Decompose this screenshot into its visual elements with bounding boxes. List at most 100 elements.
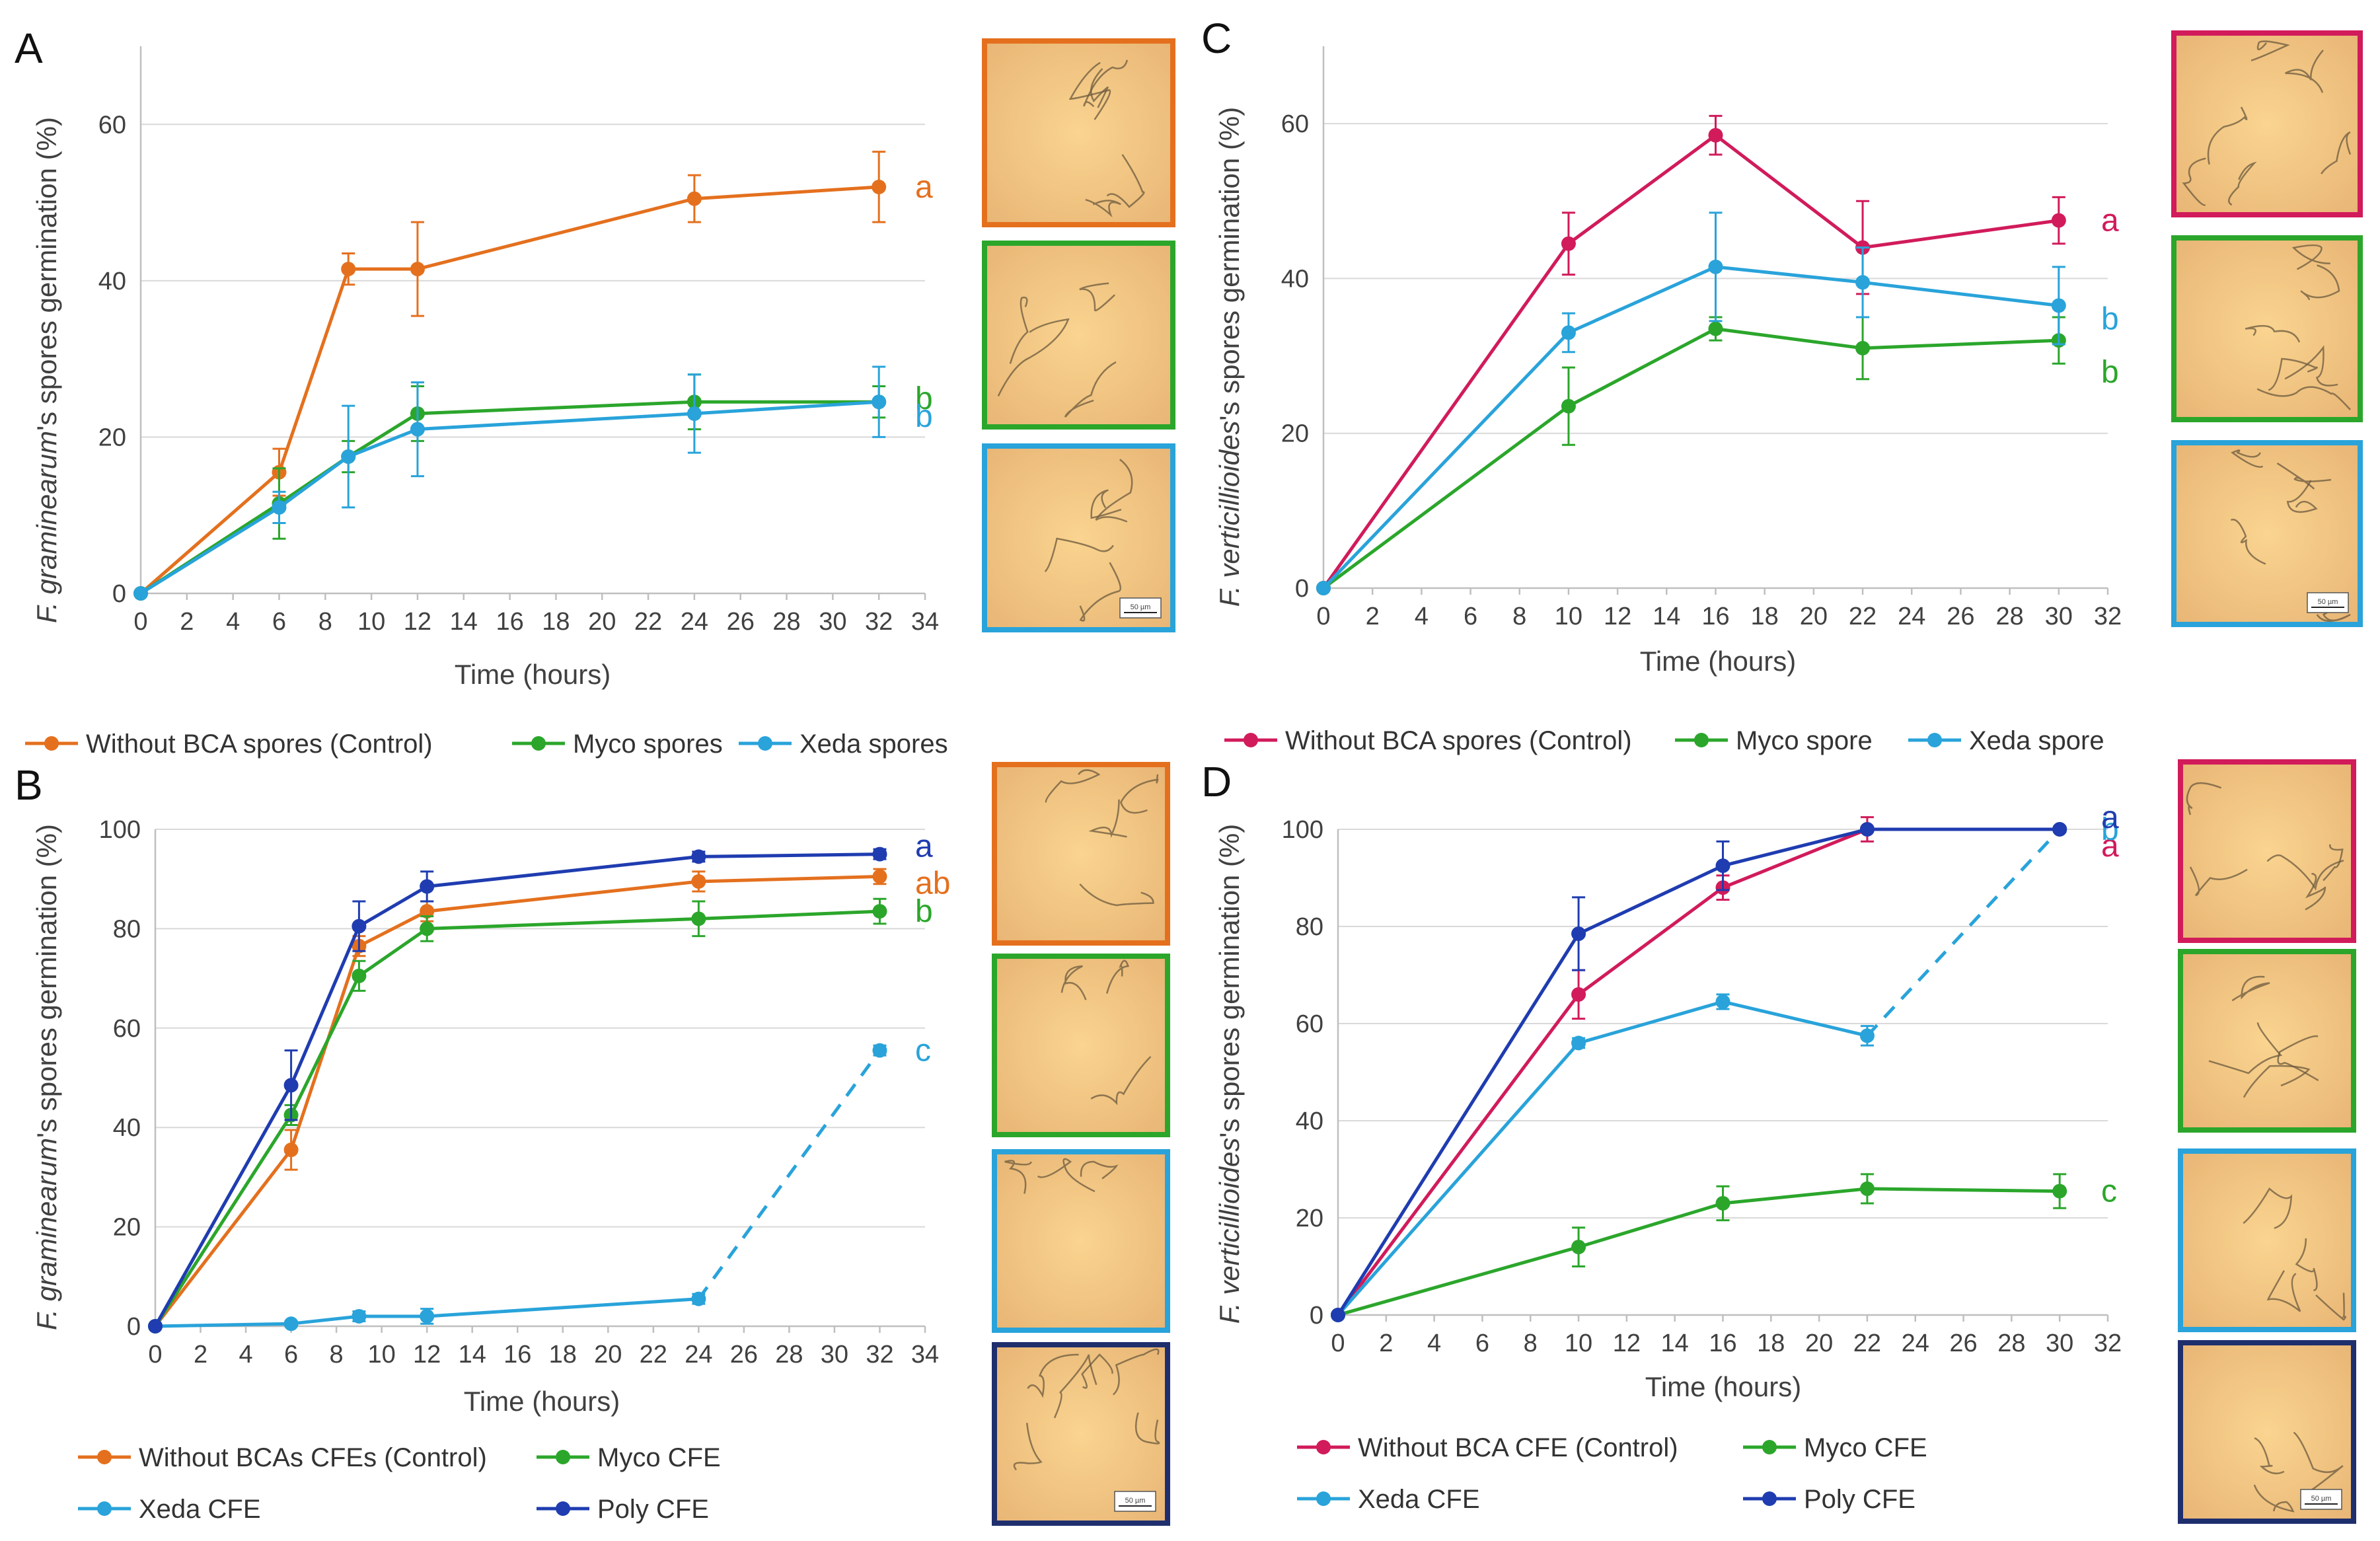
micrograph-frame (2171, 30, 2363, 217)
x-tick-label: 12 (413, 1341, 441, 1369)
legend-label: Without BCA spores (Control) (86, 730, 433, 759)
x-tick-label: 26 (730, 1341, 758, 1369)
data-point (1715, 858, 1730, 874)
hypha (2315, 1293, 2346, 1321)
data-point (420, 879, 435, 894)
x-tick-label: 8 (330, 1341, 344, 1369)
species-name: F. graminearum (31, 431, 62, 623)
hypha (1013, 1423, 1043, 1471)
x-tick-label: 12 (404, 608, 431, 636)
significance-label: b (2101, 355, 2119, 390)
data-point (283, 1143, 299, 1158)
data-point (1571, 987, 1586, 1002)
x-axis-title: Time (hours) (1640, 646, 1796, 677)
hypha (2256, 386, 2351, 410)
data-point (872, 179, 887, 194)
data-point (1859, 1181, 1875, 1196)
legend-item: Myco spores (512, 730, 723, 759)
y-tick-label: 80 (1296, 913, 1323, 941)
data-point (1561, 398, 1576, 414)
data-point (691, 874, 706, 889)
hypha (2300, 264, 2340, 301)
x-tick-label: 34 (911, 1341, 939, 1369)
series-poly-cfe: a (148, 829, 933, 1334)
legend-swatch-dot (531, 736, 546, 751)
x-tick-label: 24 (1902, 1330, 1929, 1357)
x-tick-label: 34 (911, 608, 939, 636)
y-tick-label: 60 (113, 1015, 141, 1043)
scale-bar-box (2300, 1489, 2342, 1510)
scale-bar-label: 50 µm (1131, 603, 1151, 611)
x-tick-label: 14 (1653, 603, 1680, 630)
series-line (1322, 265, 2060, 589)
y-axis-title: F. verticillioides's spores germination … (1214, 107, 1245, 607)
series-poly-cfe: a (1331, 800, 2119, 1322)
data-point (1561, 236, 1576, 251)
y-axis-title: F. graminearum's spores germination (%) (31, 824, 62, 1330)
data-point (1715, 1195, 1730, 1211)
legend-swatch-dot (97, 1450, 112, 1464)
y-tick-label: 20 (1296, 1205, 1323, 1232)
y-tick-label: 0 (127, 1313, 141, 1341)
data-point (691, 911, 706, 926)
x-tick-label: 4 (1427, 1330, 1441, 1357)
hypha (2291, 244, 2330, 270)
y-tick-label: 60 (1296, 1010, 1323, 1038)
panel-letter: C (1201, 15, 1232, 62)
x-tick-label: 14 (459, 1341, 486, 1369)
x-tick-label: 10 (368, 1341, 396, 1369)
hypha (2182, 157, 2206, 206)
significance-label: b (2101, 301, 2119, 336)
hypha (1112, 1348, 1160, 1396)
legend-item: Without BCA CFE (Control) (1297, 1433, 1678, 1462)
data-point (352, 919, 367, 934)
legend-swatch-dot (1244, 733, 1258, 747)
legend-item: Poly CFE (1743, 1485, 1915, 1514)
legend: Without BCA spores (Control) Myco spores X… (25, 730, 948, 759)
x-tick-label: 26 (1949, 1330, 1977, 1357)
hypha (1120, 774, 1159, 814)
series-line (1337, 1187, 2060, 1317)
hypha (2231, 975, 2270, 1002)
legend-item: Poly CFE (537, 1495, 709, 1524)
micrograph-frame (2178, 759, 2356, 943)
series-line (1336, 827, 2060, 1316)
legend-item: Xeda spores (739, 730, 948, 759)
legend: Without BCA spores (Control) Myco spore Xe… (1224, 726, 2104, 755)
legend-swatch-dot (758, 736, 772, 751)
y-tick-label: 0 (112, 580, 126, 608)
hypha (1088, 799, 1127, 838)
x-tick-label: 20 (1800, 603, 1828, 630)
legend-label: Myco CFE (597, 1443, 721, 1472)
x-tick-label: 32 (2094, 603, 2122, 630)
y-axis-title-rest: 's spores germination (%) (1214, 107, 1245, 421)
hypha (2277, 1035, 2319, 1082)
x-tick-label: 6 (272, 608, 286, 636)
data-point (1715, 994, 1730, 1009)
data-point (283, 1078, 299, 1093)
hypha (1009, 296, 1029, 364)
data-point (691, 849, 706, 864)
x-tick-label: 26 (1947, 603, 1974, 630)
x-tick-label: 22 (640, 1341, 667, 1369)
data-point (133, 586, 148, 601)
hypha (1068, 61, 1111, 120)
legend-label: Myco spore (1736, 726, 1873, 755)
hypha (1134, 1412, 1160, 1445)
hypha (997, 318, 1070, 396)
species-name: F. verticillioides (1214, 421, 1245, 607)
hypha (1085, 198, 1121, 218)
data-point (352, 1308, 367, 1324)
series-line-dashed (697, 1049, 881, 1300)
x-tick-label: 30 (819, 608, 846, 636)
x-tick-label: 18 (1751, 603, 1779, 630)
scale-bar-label: 50 µm (1125, 1497, 1146, 1505)
x-tick-label: 22 (634, 608, 662, 636)
significance-label: c (915, 1034, 931, 1069)
hypha (1037, 1158, 1096, 1193)
micrograph-frame (982, 241, 1175, 430)
data-point (1708, 259, 1723, 274)
y-tick-label: 60 (98, 111, 126, 139)
legend-swatch-dot (1316, 1491, 1331, 1506)
